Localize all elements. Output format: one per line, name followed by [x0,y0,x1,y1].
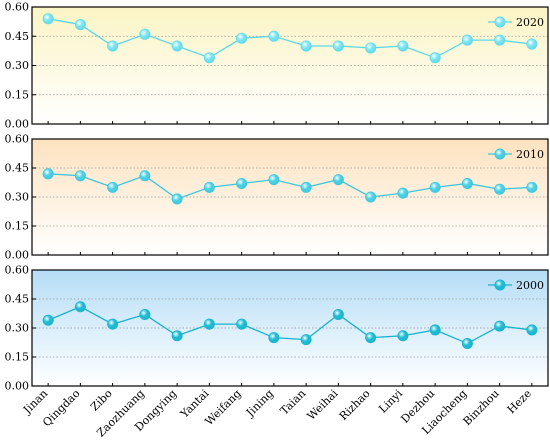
legend-marker [494,148,506,160]
data-point [107,318,119,330]
data-point [171,40,183,52]
data-point [171,330,183,342]
x-tick-label: Zibo [88,387,115,414]
y-tick-label: 0.00 [5,118,30,131]
data-point [494,34,506,46]
x-tick-label: Taian [278,387,309,418]
y-tick-label: 0.15 [5,88,30,101]
plot-frame [31,6,549,125]
series-line-2010 [48,173,532,200]
data-point [429,181,441,193]
data-point [236,32,248,44]
series-line-2000 [47,306,532,345]
data-point [526,324,538,336]
y-tick-label: 0.00 [5,380,30,393]
y-tick-label: 0.60 [5,1,30,14]
data-point [107,40,119,52]
x-tick-label: Weihai [305,387,341,423]
y-tick-label: 0.00 [5,249,30,262]
data-point [461,337,473,349]
y-tick-label: 0.15 [5,220,30,233]
legend-label: 2020 [516,16,544,29]
series-line-2020 [48,18,532,59]
data-point [74,19,86,31]
data-point [203,318,215,330]
y-tick-label: 0.45 [5,30,30,43]
data-point [526,181,538,193]
y-tick-label: 0.30 [5,191,30,204]
legend-marker [494,16,506,28]
legend-2010: 2010 [488,148,544,161]
data-point [171,193,183,205]
plot-background [32,270,548,386]
plot-background [32,139,548,255]
data-point [461,34,473,46]
data-point [203,52,215,64]
x-tick-label: Binzhou [461,387,502,428]
y-tick-label: 0.30 [5,322,30,335]
data-point [494,183,506,195]
data-point [268,174,280,186]
data-point [397,330,409,342]
data-point [332,308,344,320]
data-point [526,38,538,50]
x-tick-label: Heze [505,387,534,416]
legend-marker [494,279,506,291]
x-tick-label: Weifang [203,387,244,428]
legend-2000: 2000 [488,279,544,292]
legend-label: 2010 [516,148,544,161]
data-point [365,42,377,54]
data-point [332,174,344,186]
y-tick-label: 0.45 [5,293,30,306]
data-point [397,187,409,199]
data-point [365,332,377,344]
data-point [74,170,86,182]
data-point [42,13,54,25]
y-tick-label: 0.60 [5,264,30,277]
plot-background [32,7,548,124]
panel-2010: 0.00 0.15 0.30 0.45 0.60 2010 [5,133,549,262]
data-point [332,40,344,52]
data-point [494,320,506,332]
data-point [42,168,54,180]
data-point [139,28,151,40]
panel-2020: 0.00 0.15 0.30 0.45 0.60 2020 [5,1,549,131]
data-point [139,308,151,320]
plot-frame [31,269,549,387]
y-tick-label: 0.45 [5,162,30,175]
data-point [397,40,409,52]
x-tick-label: Rizhao [337,387,373,423]
data-point [300,40,312,52]
data-point [429,52,441,64]
y-tick-label: 0.60 [5,133,30,146]
data-point [268,30,280,42]
data-point [365,191,377,203]
data-point [139,170,151,182]
x-tick-label: Linyi [376,387,405,416]
y-tick-label: 0.15 [5,351,30,364]
data-point [236,177,248,189]
data-point [236,318,248,330]
panel-2000: 0.00 0.15 0.30 0.45 0.60 2000 [5,264,549,393]
legend-2020: 2020 [488,16,544,29]
y-tick-label: 0.30 [5,59,30,72]
data-point [461,177,473,189]
data-point [300,334,312,346]
data-point [203,181,215,193]
x-tick-label: Jining [243,387,276,420]
data-point [429,324,441,336]
data-point [268,332,280,344]
data-point [42,314,54,326]
legend-label: 2000 [516,279,544,292]
plot-frame [31,138,549,256]
data-point [107,181,119,193]
data-point [74,301,86,313]
data-point [300,181,312,193]
